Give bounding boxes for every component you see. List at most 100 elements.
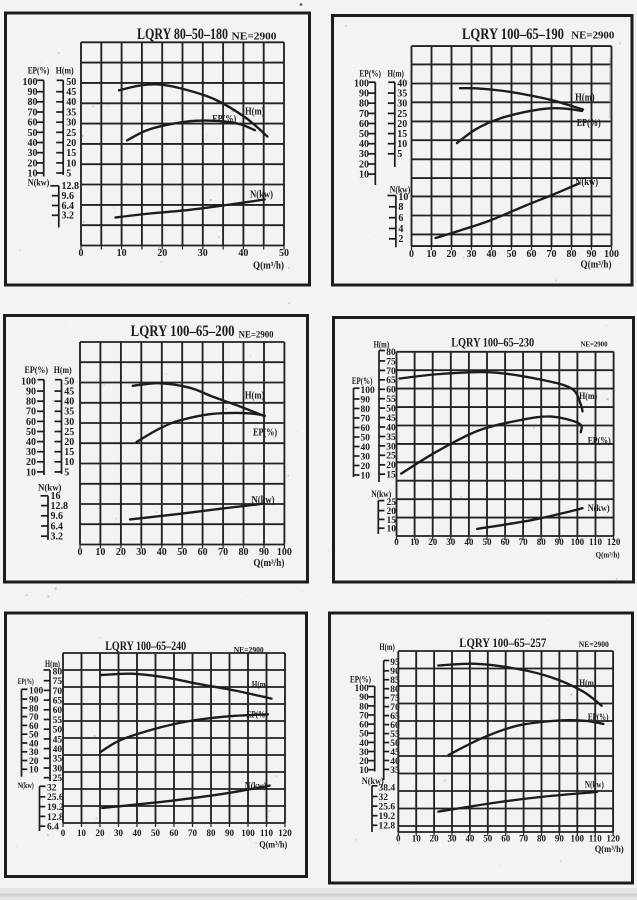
svg-text:30: 30 [361, 452, 371, 462]
svg-text:100: 100 [23, 77, 38, 88]
svg-text:25: 25 [387, 498, 397, 508]
svg-text:35: 35 [64, 407, 74, 418]
svg-text:40: 40 [465, 834, 475, 844]
svg-text:Q(m³/h): Q(m³/h) [596, 551, 620, 560]
svg-text:10: 10 [412, 834, 422, 844]
svg-text:0: 0 [79, 248, 84, 259]
svg-text:LQRY 100–65–190: LQRY 100–65–190 [462, 26, 564, 43]
svg-text:90: 90 [225, 828, 235, 838]
svg-text:15: 15 [397, 129, 407, 140]
svg-text:80: 80 [28, 97, 38, 108]
svg-text:8: 8 [398, 202, 403, 213]
svg-text:100: 100 [277, 547, 292, 558]
svg-text:60: 60 [359, 721, 369, 731]
svg-text:LQRY 100–65–200: LQRY 100–65–200 [131, 323, 235, 340]
svg-text:NE=2900: NE=2900 [581, 339, 608, 348]
svg-text:5: 5 [397, 149, 402, 160]
svg-text:40: 40 [26, 437, 36, 448]
svg-text:120: 120 [607, 537, 621, 547]
svg-text:20: 20 [64, 437, 74, 448]
svg-text:12.8: 12.8 [379, 822, 396, 832]
svg-text:30: 30 [64, 417, 74, 428]
svg-text:H(m): H(m) [252, 680, 268, 691]
svg-text:25: 25 [53, 774, 63, 784]
svg-text:120: 120 [606, 834, 620, 844]
svg-text:60: 60 [501, 537, 511, 547]
svg-text:80: 80 [239, 547, 249, 558]
svg-text:5: 5 [66, 168, 71, 179]
svg-text:0: 0 [78, 547, 83, 558]
svg-text:9.6: 9.6 [62, 191, 75, 202]
svg-text:30: 30 [448, 834, 458, 844]
svg-text:60: 60 [501, 834, 511, 844]
svg-text:N(kw): N(kw) [18, 780, 34, 790]
svg-text:10: 10 [359, 170, 369, 181]
svg-text:20: 20 [397, 119, 407, 130]
svg-text:80: 80 [359, 99, 369, 110]
svg-text:10: 10 [387, 525, 397, 535]
svg-text:3.2: 3.2 [62, 211, 75, 222]
svg-text:20: 20 [66, 138, 76, 149]
svg-text:60: 60 [198, 547, 208, 558]
svg-text:80: 80 [537, 834, 547, 844]
svg-text:100: 100 [354, 78, 369, 89]
svg-text:LQRY 80–50–180: LQRY 80–50–180 [137, 26, 228, 43]
svg-text:LQRY 100–65–257: LQRY 100–65–257 [459, 635, 546, 650]
svg-text:2: 2 [398, 234, 403, 245]
svg-text:50: 50 [361, 433, 371, 443]
svg-text:LQRY 100–65–240: LQRY 100–65–240 [105, 638, 186, 653]
svg-text:N(kw): N(kw) [28, 177, 50, 188]
svg-text:60: 60 [53, 706, 63, 716]
svg-text:35: 35 [390, 766, 400, 776]
svg-text:40: 40 [29, 739, 39, 749]
svg-text:EP(%): EP(%) [247, 710, 268, 721]
svg-text:EP(%): EP(%) [352, 376, 373, 386]
svg-text:40: 40 [53, 745, 63, 755]
svg-text:75: 75 [386, 357, 396, 367]
svg-text:40: 40 [66, 97, 76, 108]
svg-text:N(kw): N(kw) [390, 185, 411, 196]
svg-text:6.4: 6.4 [47, 823, 59, 833]
svg-text:12.8: 12.8 [47, 813, 64, 823]
svg-text:60: 60 [29, 722, 39, 732]
svg-text:50: 50 [29, 731, 39, 741]
svg-text:10: 10 [397, 139, 407, 150]
svg-text:75: 75 [53, 677, 63, 687]
svg-text:20: 20 [26, 457, 36, 468]
svg-text:40: 40 [359, 139, 369, 150]
svg-text:90: 90 [259, 547, 269, 558]
svg-text:H(m): H(m) [54, 365, 72, 376]
svg-text:50: 50 [53, 726, 63, 736]
svg-text:30: 30 [136, 547, 146, 558]
svg-text:25: 25 [397, 109, 407, 120]
svg-text:50: 50 [359, 129, 369, 140]
svg-text:85: 85 [390, 676, 400, 686]
svg-text:100: 100 [29, 687, 44, 697]
svg-text:20: 20 [361, 462, 371, 472]
svg-text:40: 40 [157, 547, 167, 558]
svg-text:90: 90 [359, 89, 369, 100]
svg-text:70: 70 [29, 713, 39, 723]
svg-text:EP(%): EP(%) [253, 428, 277, 439]
svg-text:10: 10 [28, 168, 38, 179]
svg-text:10: 10 [66, 158, 76, 169]
svg-text:Q(m³/h): Q(m³/h) [253, 558, 284, 569]
svg-text:EP(%): EP(%) [212, 114, 236, 125]
svg-text:50: 50 [359, 730, 369, 740]
svg-text:45: 45 [390, 748, 400, 758]
svg-text:16: 16 [51, 491, 61, 502]
svg-text:15: 15 [64, 447, 74, 458]
svg-text:20: 20 [29, 757, 39, 767]
svg-text:LQRY 100–65–230: LQRY 100–65–230 [451, 335, 534, 350]
svg-text:80: 80 [361, 405, 371, 415]
svg-text:0: 0 [61, 828, 66, 838]
svg-text:10: 10 [410, 537, 420, 547]
svg-text:12.8: 12.8 [62, 181, 80, 192]
svg-text:H(m): H(m) [374, 340, 390, 350]
svg-text:15: 15 [386, 471, 396, 481]
svg-text:N(kw): N(kw) [362, 776, 384, 786]
svg-text:55: 55 [53, 716, 63, 726]
svg-text:NE=2900: NE=2900 [579, 639, 609, 649]
svg-text:35: 35 [53, 755, 63, 765]
svg-text:H(m): H(m) [387, 69, 404, 80]
